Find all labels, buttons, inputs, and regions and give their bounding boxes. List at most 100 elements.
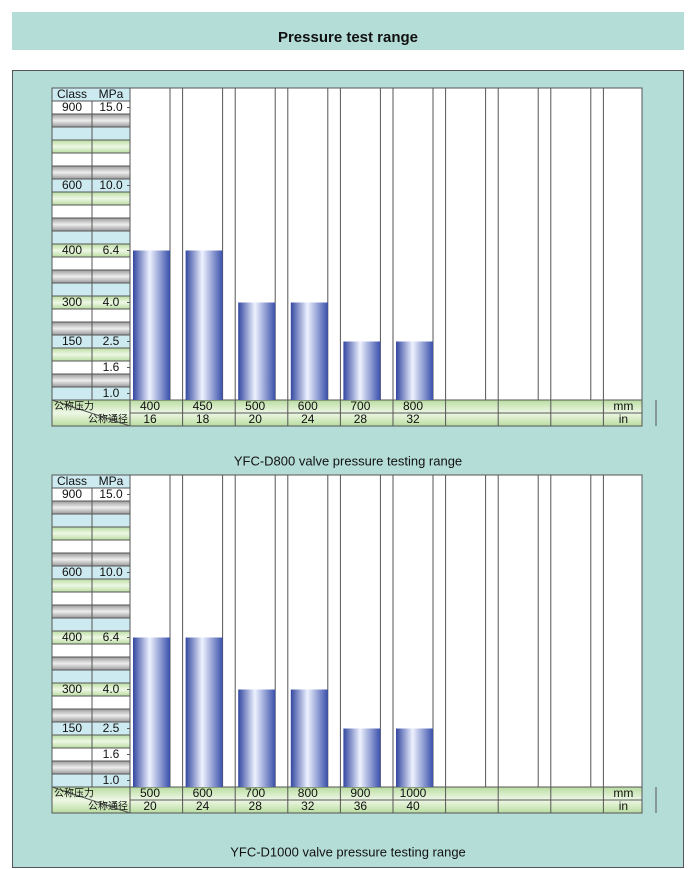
title-banner [12, 12, 684, 50]
axis-row [51, 152, 93, 167]
axis-row [51, 552, 93, 567]
axis-row [51, 669, 93, 684]
axis-row [91, 760, 131, 775]
class-tick-label: 400 [62, 243, 82, 257]
x-tick-label: 600 [193, 786, 213, 800]
axis-row [51, 191, 93, 206]
axis-row [91, 217, 131, 232]
axis-row [91, 695, 131, 710]
x-tick-label: 16 [143, 412, 157, 426]
axis-row [51, 760, 93, 775]
axis-row [91, 591, 131, 606]
axis-row [91, 526, 131, 541]
bar [343, 728, 381, 787]
axis-row [91, 656, 131, 671]
class-tick-label: 150 [62, 721, 82, 735]
axis-row [51, 321, 93, 336]
y-tick-label: 10.0 [99, 565, 123, 579]
axis-row [91, 734, 131, 749]
x-tick-label: 500 [140, 786, 160, 800]
x-tick-label: 1000 [400, 786, 427, 800]
bar [133, 250, 170, 400]
bar [396, 341, 433, 400]
row-label: 公称通径 [88, 800, 128, 813]
axis-row [51, 373, 93, 388]
x-tick-label: 24 [196, 799, 210, 813]
y-tick-label: 1.6 [103, 360, 120, 374]
axis-row [51, 500, 93, 515]
class-tick-label: 900 [62, 100, 82, 114]
axis-row [51, 256, 93, 271]
x-tick-label: 20 [249, 412, 263, 426]
bar [185, 250, 223, 400]
axis-row [91, 113, 131, 128]
axis-row [51, 708, 93, 723]
x-tick-label: 700 [350, 399, 370, 413]
axis-row [91, 308, 131, 323]
axis-row [51, 282, 93, 297]
y-tick-label: 15.0 [99, 487, 123, 501]
x-tick-label: 900 [350, 786, 370, 800]
x-tick-label: 400 [140, 399, 160, 413]
bar [343, 341, 381, 400]
axis-row [91, 126, 131, 141]
axis-row [91, 578, 131, 593]
y-tick-label: 2.5 [103, 334, 120, 348]
x-tick-label: 20 [143, 799, 157, 813]
axis-row [51, 539, 93, 554]
class-tick-label: 600 [62, 565, 82, 579]
axis-row [51, 308, 93, 323]
axis-row [91, 139, 131, 154]
x-tick-label: 24 [301, 412, 315, 426]
bar [238, 302, 276, 400]
axis-row [51, 360, 93, 375]
axis-row [91, 152, 131, 167]
axis-row [51, 165, 93, 180]
axis-row [51, 773, 93, 788]
axis-row [91, 230, 131, 245]
x-tick-label: 450 [193, 399, 213, 413]
axis-row [51, 695, 93, 710]
axis-row [51, 113, 93, 128]
caption: YFC-D1000 valve pressure testing range [230, 844, 466, 859]
class-tick-label: 900 [62, 487, 82, 501]
class-tick-label: 150 [62, 334, 82, 348]
axis-row [91, 256, 131, 271]
x-tick-label: 500 [245, 399, 265, 413]
y-tick-label: 4.0 [103, 682, 120, 696]
header-label: MPa [99, 87, 124, 101]
bar [185, 637, 223, 787]
x-tick-label: 32 [406, 412, 420, 426]
axis-row [91, 347, 131, 362]
x-tick-label: 600 [298, 399, 318, 413]
row-label: 公称压力 [54, 787, 94, 800]
axis-row [51, 617, 93, 632]
axis-row [51, 217, 93, 232]
axis-row [51, 126, 93, 141]
class-tick-label: 400 [62, 630, 82, 644]
axis-row [51, 526, 93, 541]
y-tick-label: 2.5 [103, 721, 120, 735]
axis-row [91, 539, 131, 554]
unit-label: mm [613, 786, 633, 800]
y-tick-label: 6.4 [103, 630, 120, 644]
axis-row [51, 578, 93, 593]
x-tick-label: 800 [298, 786, 318, 800]
axis-row [51, 204, 93, 219]
class-tick-label: 300 [62, 682, 82, 696]
axis-row [91, 204, 131, 219]
x-tick-label: 700 [245, 786, 265, 800]
axis-row [91, 708, 131, 723]
bar [133, 637, 170, 787]
bar [290, 302, 328, 400]
caption: YFC-D800 valve pressure testing range [234, 453, 462, 468]
axis-row [91, 500, 131, 515]
x-tick-label: 18 [196, 412, 210, 426]
axis-row [91, 191, 131, 206]
diagonal [51, 399, 131, 427]
axis-row [91, 643, 131, 658]
unit-label: mm [613, 399, 633, 413]
y-tick-label: 1.0 [103, 386, 120, 400]
bar [290, 689, 328, 787]
